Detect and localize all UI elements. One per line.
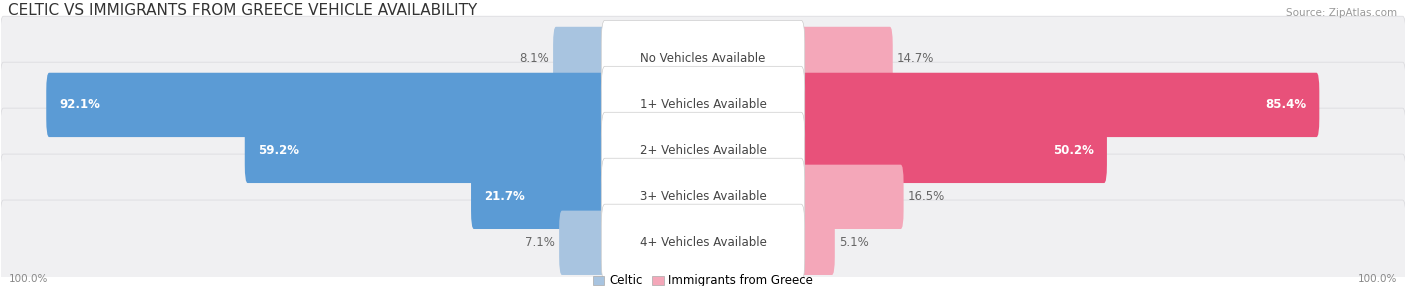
FancyBboxPatch shape	[602, 112, 804, 190]
Text: 92.1%: 92.1%	[59, 98, 100, 112]
FancyBboxPatch shape	[799, 119, 1107, 183]
Text: 50.2%: 50.2%	[1053, 144, 1094, 157]
Text: 4+ Vehicles Available: 4+ Vehicles Available	[640, 236, 766, 249]
Text: 5.1%: 5.1%	[839, 236, 869, 249]
FancyBboxPatch shape	[602, 20, 804, 98]
FancyBboxPatch shape	[560, 210, 607, 275]
FancyBboxPatch shape	[602, 204, 804, 281]
FancyBboxPatch shape	[602, 66, 804, 144]
FancyBboxPatch shape	[0, 16, 1406, 102]
FancyBboxPatch shape	[245, 119, 607, 183]
Text: 21.7%: 21.7%	[484, 190, 524, 203]
FancyBboxPatch shape	[799, 165, 904, 229]
Text: 2+ Vehicles Available: 2+ Vehicles Available	[640, 144, 766, 157]
FancyBboxPatch shape	[0, 154, 1406, 240]
Text: 100.0%: 100.0%	[8, 274, 48, 284]
FancyBboxPatch shape	[471, 165, 607, 229]
Text: 8.1%: 8.1%	[519, 52, 548, 65]
Text: Source: ZipAtlas.com: Source: ZipAtlas.com	[1286, 8, 1398, 17]
Text: 85.4%: 85.4%	[1265, 98, 1306, 112]
FancyBboxPatch shape	[602, 158, 804, 235]
FancyBboxPatch shape	[553, 27, 607, 91]
Text: 59.2%: 59.2%	[259, 144, 299, 157]
Text: 3+ Vehicles Available: 3+ Vehicles Available	[640, 190, 766, 203]
FancyBboxPatch shape	[799, 210, 835, 275]
FancyBboxPatch shape	[0, 108, 1406, 194]
FancyBboxPatch shape	[0, 200, 1406, 285]
FancyBboxPatch shape	[799, 27, 893, 91]
Text: 14.7%: 14.7%	[897, 52, 935, 65]
FancyBboxPatch shape	[799, 73, 1319, 137]
FancyBboxPatch shape	[0, 62, 1406, 148]
Text: 100.0%: 100.0%	[1358, 274, 1398, 284]
Text: 1+ Vehicles Available: 1+ Vehicles Available	[640, 98, 766, 112]
Text: CELTIC VS IMMIGRANTS FROM GREECE VEHICLE AVAILABILITY: CELTIC VS IMMIGRANTS FROM GREECE VEHICLE…	[8, 3, 478, 17]
Text: 7.1%: 7.1%	[524, 236, 555, 249]
Text: No Vehicles Available: No Vehicles Available	[640, 52, 766, 65]
Legend: Celtic, Immigrants from Greece: Celtic, Immigrants from Greece	[592, 274, 814, 286]
Text: 16.5%: 16.5%	[908, 190, 945, 203]
FancyBboxPatch shape	[46, 73, 607, 137]
